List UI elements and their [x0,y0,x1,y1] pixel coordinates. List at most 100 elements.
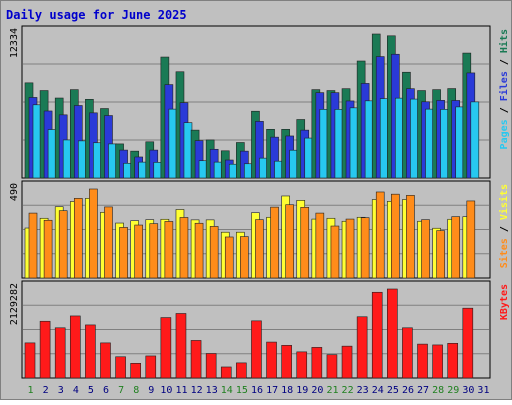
bar-sites [119,227,128,279]
bar-kbytes [447,342,459,379]
bar-kbytes [160,317,172,379]
bar-kbytes [432,344,443,379]
bar-kbytes [130,363,141,379]
bar-sites [194,222,204,279]
bar-sites [164,221,174,279]
day-label: 1 [28,385,34,396]
bar-kbytes [266,341,277,379]
day-label: 9 [148,385,154,396]
bar-sites [436,230,445,279]
panel-visits-sites: 490 Sites / Visits [9,180,510,279]
day-label: 15 [236,385,248,396]
bar-sites [285,204,294,279]
bar-pages [470,101,480,179]
day-label: 2 [43,385,49,396]
legend-separator: / [499,53,510,71]
day-label: 30 [462,385,474,396]
day-label: 11 [175,385,187,396]
day-label: 5 [88,385,94,396]
day-label: 18 [281,385,293,396]
day-label: 3 [58,385,64,396]
bar-kbytes [190,340,202,379]
legend-visits: Visits [498,184,510,220]
bar-sites [209,226,219,279]
legend-separator: / [499,220,510,238]
bar-sites [360,217,370,279]
day-label: 6 [103,385,109,396]
chart-panels: 12334 Pages / Files / Hits 490 Sites / Visi… [9,25,510,379]
bar-kbytes [39,320,51,379]
bar-kbytes [341,345,353,379]
day-label: 22 [342,385,354,396]
bar-sites [43,219,53,279]
bar-sites [391,193,400,279]
bar-kbytes [175,313,187,379]
bar-kbytes [100,342,111,379]
bar-sites [28,212,38,279]
legend-separator: / [499,101,510,119]
legend-sites: Sites [498,238,510,268]
y-max-label: 2129282 [9,283,20,325]
bar-kbytes [311,347,323,379]
bar-sites [149,223,159,279]
day-label: 19 [296,385,308,396]
day-label: 27 [417,385,429,396]
bar-kbytes [205,353,217,379]
legend-kbytes: KBytes [499,284,510,320]
day-label: 14 [221,385,233,396]
legend-hits: Hits [498,29,510,53]
bar-sites [345,218,355,279]
day-label: 25 [387,385,399,396]
bar-sites [315,212,325,279]
bar-kbytes [69,315,81,379]
bar-kbytes [220,366,232,379]
bar-kbytes [145,355,157,379]
bar-sites [179,217,189,279]
day-label: 28 [432,385,444,396]
day-label: 4 [73,385,79,396]
bar-kbytes [371,291,383,379]
bar-sites [89,188,98,279]
legend: Pages / Files / Hits [498,29,510,149]
bar-sites [451,216,461,279]
bar-kbytes [115,356,126,379]
day-label: 20 [311,385,323,396]
day-label: 16 [251,385,263,396]
bar-sites [240,236,249,279]
bar-sites [375,191,385,279]
day-label: 8 [133,385,139,396]
panel-hits-files-pages: 12334 Pages / Files / Hits [9,25,510,179]
day-label: 10 [160,385,172,396]
bar-sites [224,236,234,279]
day-label: 23 [357,385,369,396]
bar-kbytes [54,327,66,379]
day-label: 17 [266,385,278,396]
legend: Sites / Visits [498,184,510,268]
day-label: 13 [206,385,218,396]
legend: KBytes [499,284,510,320]
day-label: 31 [477,385,489,396]
bar-kbytes [462,307,474,379]
bar-sites [406,195,415,279]
bar-sites [73,198,83,279]
bar-sites [466,200,476,279]
day-label: 26 [402,385,414,396]
bar-kbytes [281,345,292,379]
bar-sites [104,206,113,279]
bar-sites [300,207,310,279]
bar-kbytes [24,342,36,379]
panel-kbytes: 2129282 KBytes [9,280,510,379]
bar-sites [58,210,68,279]
day-label: 7 [118,385,124,396]
day-label: 24 [372,385,384,396]
day-label: 21 [326,385,338,396]
y-max-label: 12334 [9,28,20,58]
bar-kbytes [402,327,413,379]
bar-sites [255,219,264,279]
y-max-label: 490 [9,183,20,201]
day-label: 29 [447,385,459,396]
bar-sites [421,219,430,279]
bar-sites [134,224,143,279]
